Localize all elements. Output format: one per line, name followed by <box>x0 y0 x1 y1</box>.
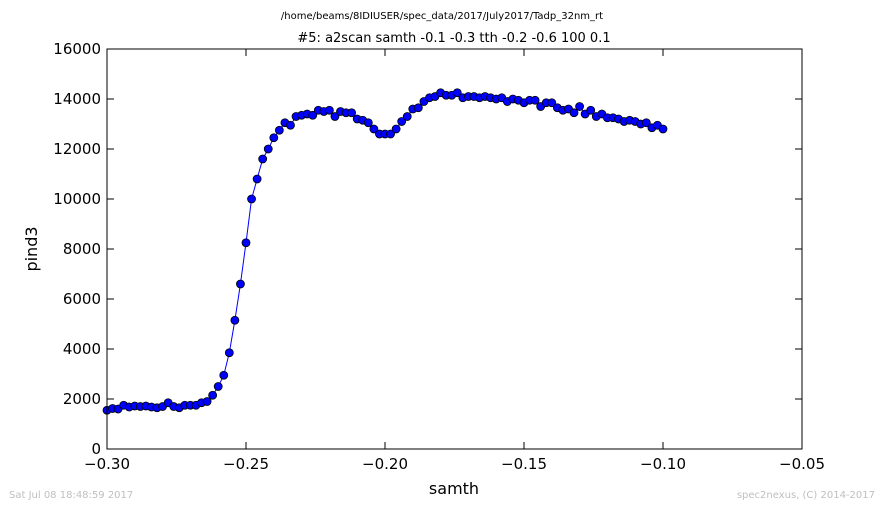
data-point <box>208 390 218 400</box>
y-tick-label: 6000 <box>63 290 101 308</box>
x-axis-label: samth <box>429 479 479 498</box>
data-point <box>219 370 229 380</box>
data-point <box>386 129 395 139</box>
y-axis-label: pind3 <box>22 226 41 271</box>
series-line <box>106 92 664 411</box>
data-point <box>236 279 245 289</box>
plot-area: −0.30 −0.25 −0.20 −0.15 −0.10 −0.05 0 2000 4000… <box>53 40 825 473</box>
data-point <box>252 174 262 184</box>
data-point <box>369 124 379 134</box>
footer-timestamp: Sat Jul 08 18:48:59 2017 <box>9 490 133 501</box>
y-tick-label: 0 <box>91 440 101 458</box>
data-point <box>269 133 279 143</box>
axes-frame <box>106 48 803 450</box>
footer-credit: spec2nexus, (C) 2014-2017 <box>737 490 875 501</box>
data-point <box>347 108 357 118</box>
y-axis: 0 2000 4000 6000 8000 10000 12000 14000 16000 <box>53 40 802 458</box>
data-point <box>530 95 540 105</box>
data-point <box>391 124 401 134</box>
data-point <box>402 112 412 121</box>
data-point <box>224 348 234 358</box>
y-tick-label: 12000 <box>53 140 101 158</box>
y-tick-label: 10000 <box>53 190 101 208</box>
data-point <box>286 120 295 130</box>
data-point <box>547 98 557 108</box>
data-point <box>213 382 223 391</box>
y-tick-label: 14000 <box>53 90 101 108</box>
y-tick-label: 16000 <box>53 40 101 58</box>
data-point <box>324 105 334 115</box>
x-tick-label: −0.25 <box>223 455 269 473</box>
y-tick-label: 8000 <box>63 240 101 258</box>
data-point <box>230 315 240 325</box>
x-tick-label: −0.10 <box>640 455 686 473</box>
data-point <box>247 194 256 204</box>
series-layer <box>102 88 668 415</box>
data-point <box>413 103 423 113</box>
x-tick-label: −0.15 <box>501 455 547 473</box>
data-point <box>258 154 268 164</box>
data-point <box>241 238 251 248</box>
chart-title: #5: a2scan samth -0.1 -0.3 tth -0.2 -0.6… <box>297 31 610 46</box>
data-point <box>363 118 373 128</box>
y-tick-label: 2000 <box>63 390 101 408</box>
x-axis: −0.30 −0.25 −0.20 −0.15 −0.10 −0.05 <box>84 49 825 473</box>
x-tick-label: −0.20 <box>362 455 408 473</box>
data-point <box>452 88 462 98</box>
x-tick-label: −0.05 <box>779 455 825 473</box>
y-tick-label: 4000 <box>63 340 101 358</box>
data-point <box>658 124 668 134</box>
data-point <box>308 110 318 120</box>
data-point <box>397 117 407 126</box>
data-point <box>569 108 579 118</box>
chart-supertitle: /home/beams/8IDIUSER/spec_data/2017/July… <box>281 11 603 22</box>
data-point <box>641 118 651 128</box>
data-point <box>330 112 340 121</box>
data-point <box>202 397 212 406</box>
data-point <box>274 125 284 135</box>
x-tick-label: −0.30 <box>84 455 130 473</box>
data-point <box>575 102 584 111</box>
data-point <box>586 105 596 115</box>
data-point <box>263 144 273 154</box>
